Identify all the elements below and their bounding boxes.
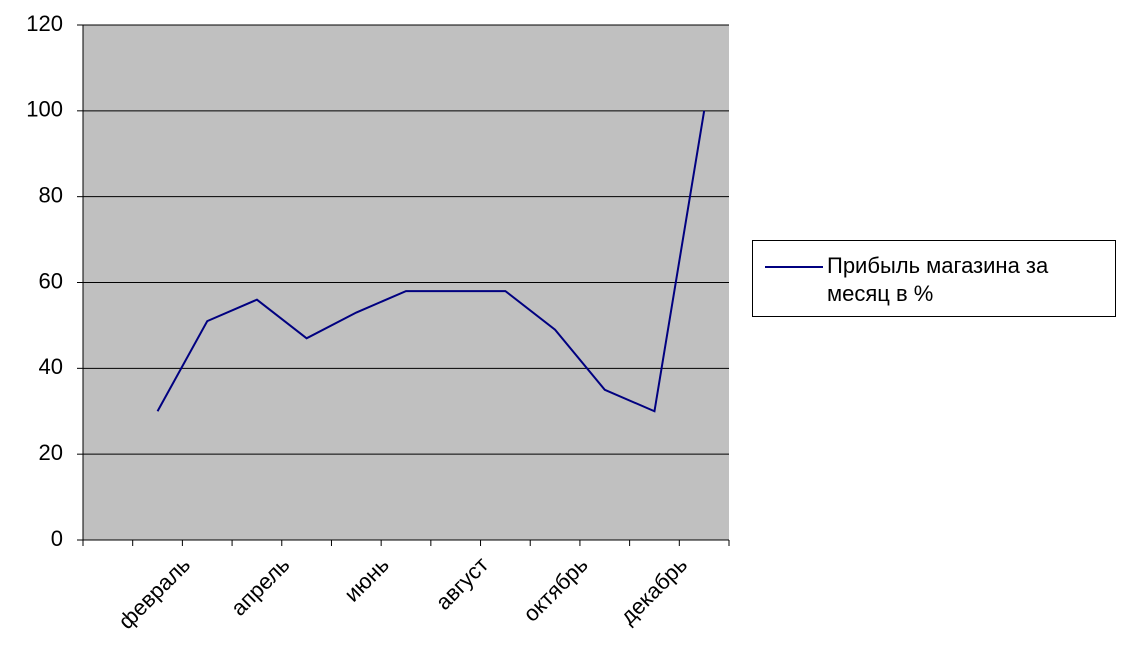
x-tick-label: август <box>431 552 494 615</box>
legend-swatch <box>765 266 823 268</box>
y-tick-label: 0 <box>51 526 63 551</box>
x-tick-label: декабрь <box>615 552 692 629</box>
y-tick-label: 120 <box>26 11 63 36</box>
series-line <box>156 110 706 413</box>
legend-label: Прибыль магазина за месяц в % <box>827 253 1049 306</box>
x-tick-label: октябрь <box>518 552 593 627</box>
x-tick-label: февраль <box>113 552 195 634</box>
y-tick-label: 60 <box>39 268 63 293</box>
x-tick-label: апрель <box>226 552 295 621</box>
x-tick-label: июнь <box>339 552 394 607</box>
y-tick-label: 80 <box>39 182 63 207</box>
legend: Прибыль магазина за месяц в % <box>752 240 1116 317</box>
y-tick-label: 40 <box>39 354 63 379</box>
y-tick-label: 20 <box>39 440 63 465</box>
y-tick-label: 100 <box>26 97 63 122</box>
